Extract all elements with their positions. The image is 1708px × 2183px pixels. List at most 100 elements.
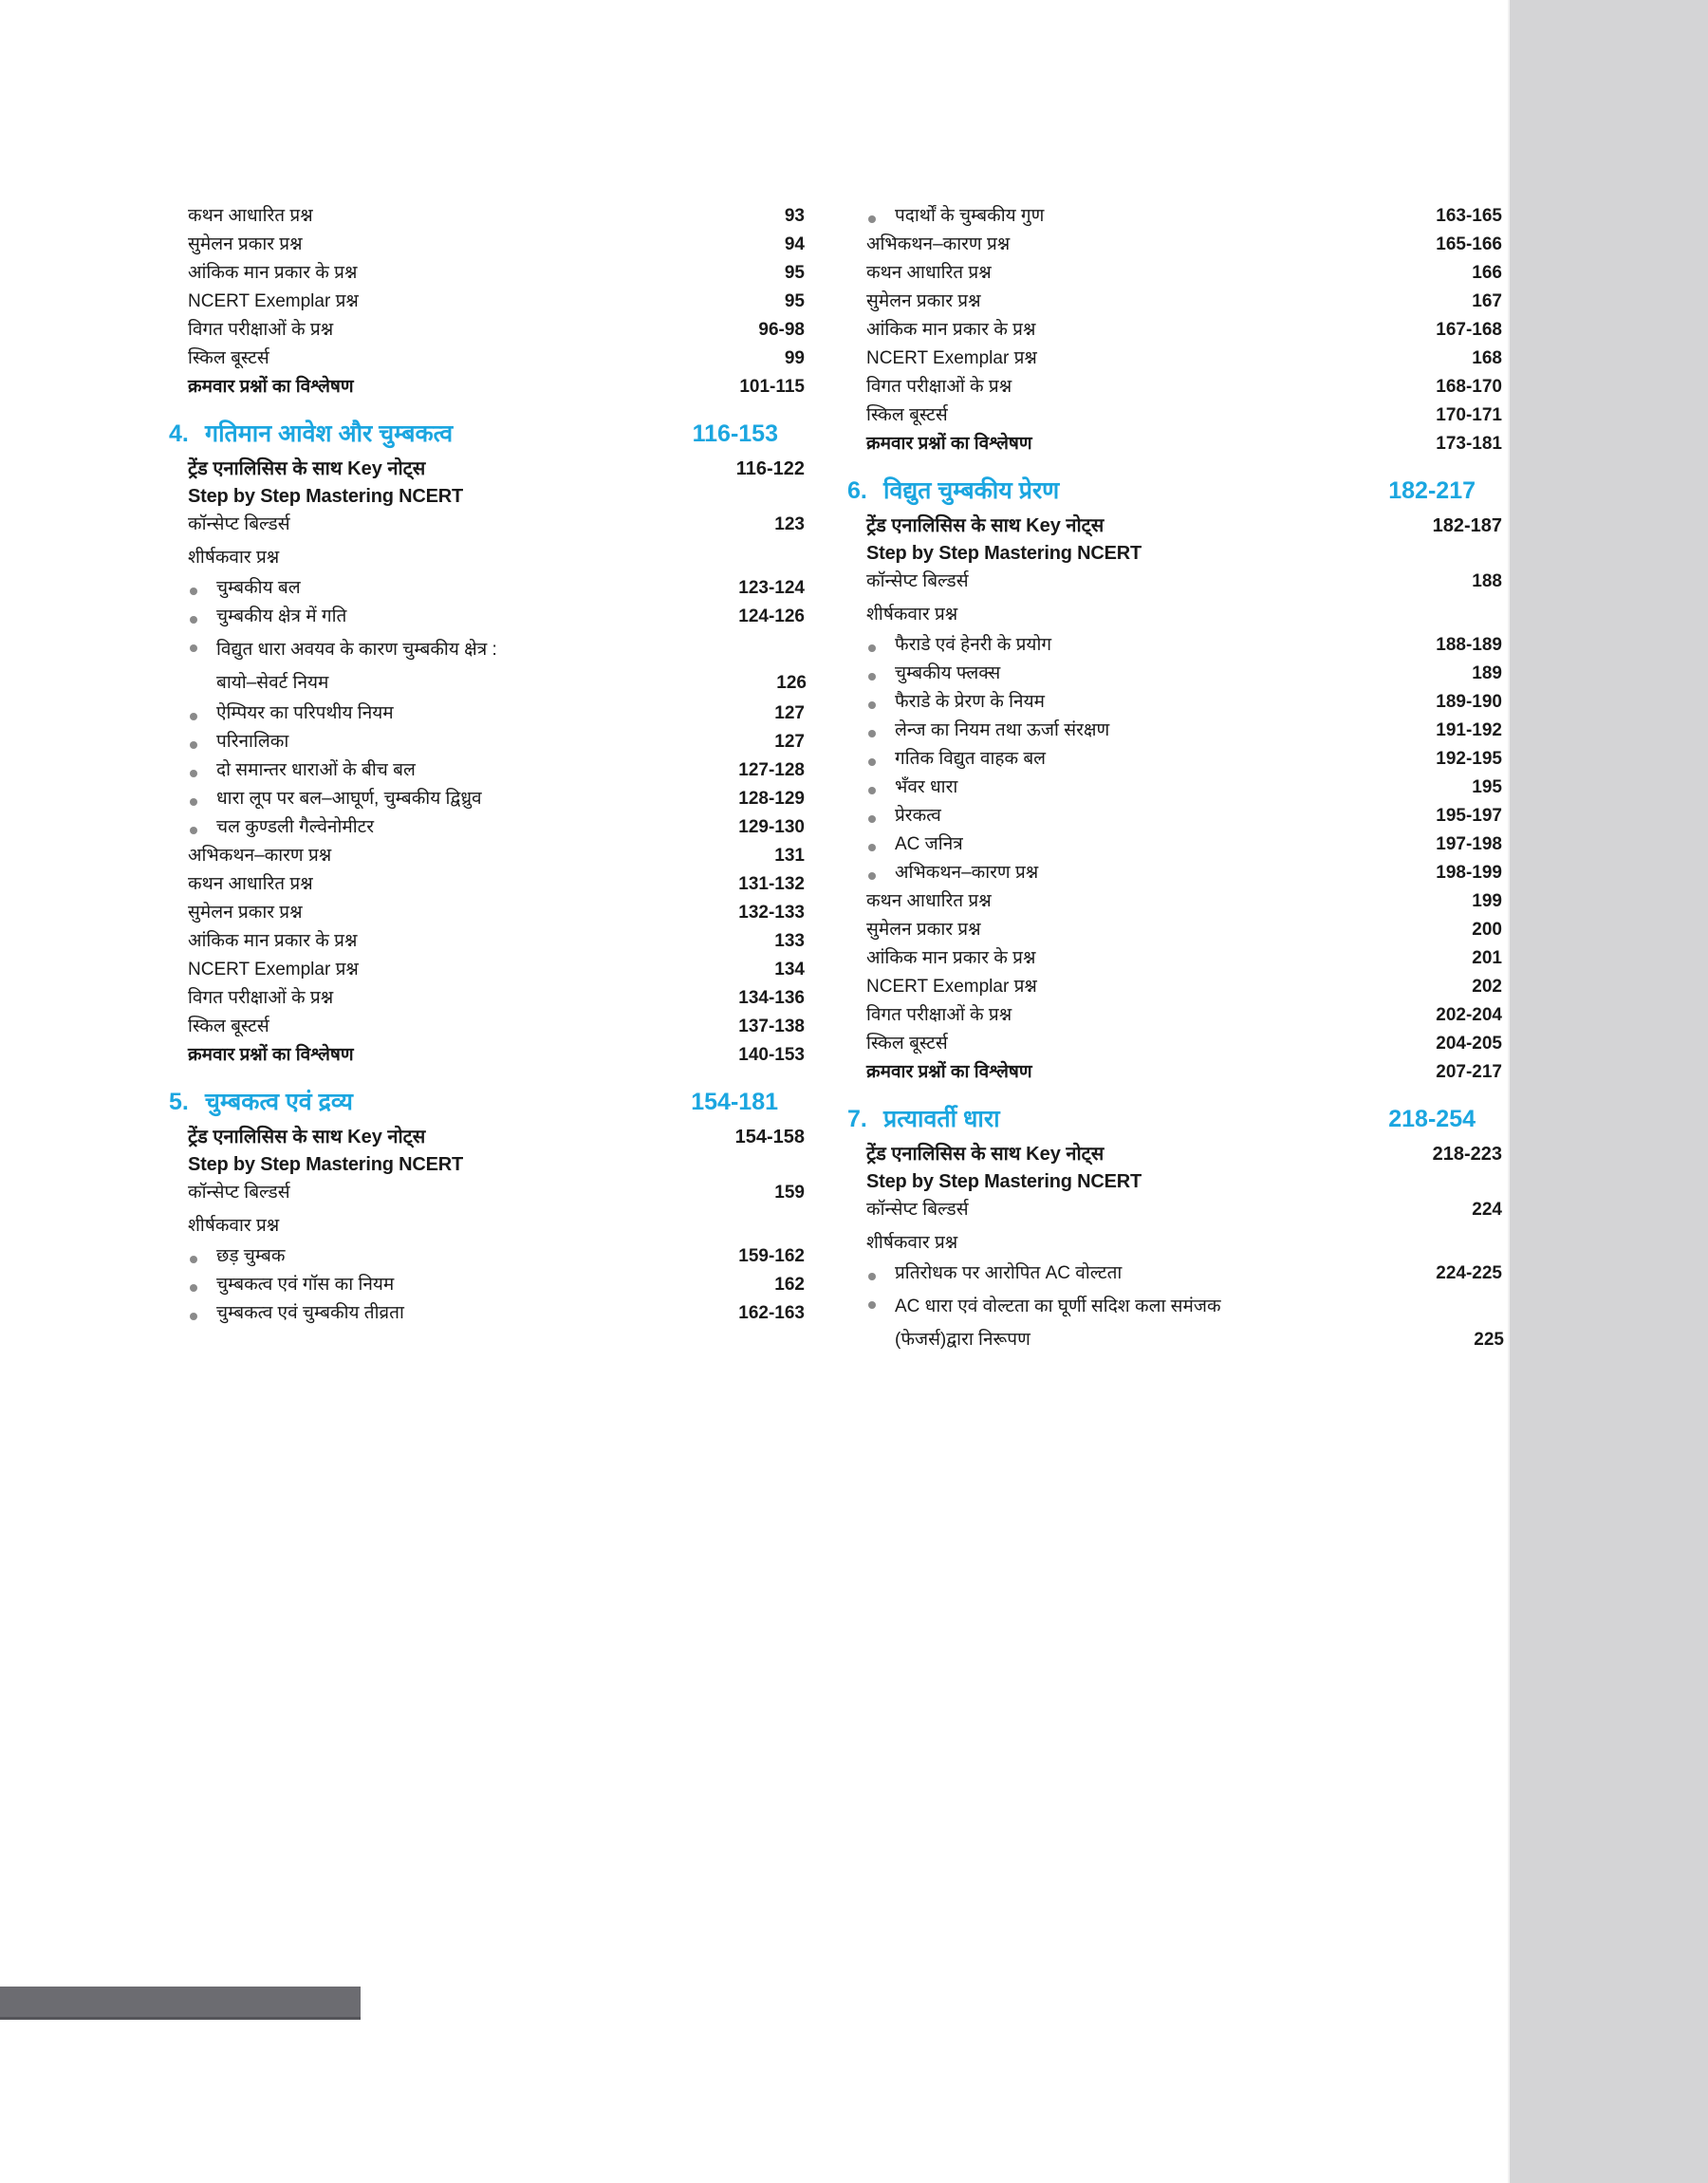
toc-entry-pages: 162-163 <box>738 1303 805 1323</box>
toc-entry[interactable]: क्रमवार प्रश्नों का विश्लेषण 173-181 <box>840 435 1502 453</box>
toc-entry-pages: 189-190 <box>1436 692 1502 712</box>
toc-entry[interactable]: सुमेलन प्रकार प्रश्न 200 <box>840 921 1502 939</box>
chapter-heading[interactable]: 6. विद्युत चुम्बकीय प्रेरण 182-217 <box>840 479 1476 503</box>
toc-entry[interactable]: कथन आधारित प्रश्न 166 <box>840 264 1502 282</box>
toc-section-banner: Step by Step Mastering NCERT <box>188 486 463 507</box>
toc-bullet-entry[interactable]: ऐम्पियर का परिपथीय नियम 127 <box>161 704 805 722</box>
toc-entry-label-line2: बायो–सेवर्ट नियम <box>216 673 329 693</box>
chapter-number: 6. <box>847 477 867 504</box>
toc-entry[interactable]: कॉन्सेप्ट बिल्डर्स 224 <box>840 1201 1502 1219</box>
toc-entry-pages: 95 <box>784 263 805 283</box>
toc-entry-pages: 131-132 <box>738 874 805 894</box>
toc-entry[interactable]: स्किल बूस्टर्स 137-138 <box>161 1017 805 1036</box>
toc-entry-key-notes[interactable]: ट्रेंड एनालिसिस के साथ Key नोट्स 154-158 <box>161 1128 805 1147</box>
toc-entry-key-notes[interactable]: ट्रेंड एनालिसिस के साथ Key नोट्स 182-187 <box>840 516 1502 535</box>
toc-entry-pages: 191-192 <box>1436 720 1502 740</box>
toc-entry[interactable]: स्किल बूस्टर्स 204-205 <box>840 1035 1502 1053</box>
toc-entry-label: भँवर धारा <box>895 777 958 797</box>
toc-bullet-entry[interactable]: परिनालिका 127 <box>161 733 805 751</box>
toc-entry-pages: 94 <box>784 234 805 254</box>
footer-accent-bar <box>0 1987 361 2020</box>
toc-entry[interactable]: कथन आधारित प्रश्न 93 <box>161 207 805 225</box>
toc-entry[interactable]: आंकिक मान प्रकार के प्रश्न 167-168 <box>840 321 1502 339</box>
toc-entry-pages: 218-223 <box>1432 1144 1502 1165</box>
toc-entry[interactable]: आंकिक मान प्रकार के प्रश्न 201 <box>840 949 1502 967</box>
toc-entry[interactable]: NCERT Exemplar प्रश्न 95 <box>161 292 805 310</box>
toc-bullet-entry[interactable]: प्रतिरोधक पर आरोपित AC वोल्टता 224-225 <box>840 1264 1502 1282</box>
toc-entry[interactable]: NCERT Exemplar प्रश्न 134 <box>161 961 805 979</box>
toc-bullet-entry[interactable]: भँवर धारा 195 <box>840 778 1502 796</box>
toc-entry[interactable]: विगत परीक्षाओं के प्रश्न 134-136 <box>161 989 805 1007</box>
toc-entry[interactable]: सुमेलन प्रकार प्रश्न 94 <box>161 235 805 253</box>
toc-entry-pages: 198-199 <box>1436 863 1502 883</box>
toc-entry-label: NCERT Exemplar प्रश्न <box>866 348 1037 368</box>
toc-bullet-entry[interactable]: AC जनित्र 197-198 <box>840 835 1502 853</box>
toc-entry[interactable]: स्किल बूस्टर्स 170-171 <box>840 406 1502 424</box>
chapter-heading[interactable]: 5. चुम्बकत्व एवं द्रव्य 154-181 <box>161 1091 778 1114</box>
toc-bullet-entry[interactable]: चुम्बकत्व एवं गॉस का नियम 162 <box>161 1276 805 1294</box>
toc-entry-pages: 168-170 <box>1436 377 1502 397</box>
toc-bullet-entry[interactable]: चुम्बकीय क्षेत्र में गति 124-126 <box>161 607 805 625</box>
toc-entry[interactable]: आंकिक मान प्रकार के प्रश्न 133 <box>161 932 805 950</box>
toc-bullet-entry[interactable]: छड़ चुम्बक 159-162 <box>161 1247 805 1265</box>
chapter-title: गतिमान आवेश और चुम्बकत्व <box>205 420 454 447</box>
toc-entry[interactable]: क्रमवार प्रश्नों का विश्लेषण 101-115 <box>161 378 805 396</box>
toc-entry-pages: 201 <box>1472 948 1502 968</box>
toc-bullet-entry[interactable]: अभिकथन–कारण प्रश्न 198-199 <box>840 864 1502 882</box>
toc-entry-label: स्किल बूस्टर्स <box>188 1017 269 1036</box>
chapter-page-range: 182-217 <box>1388 477 1476 504</box>
toc-entry[interactable]: NCERT Exemplar प्रश्न 202 <box>840 978 1502 996</box>
toc-bullet-entry[interactable]: चुम्बकीय बल 123-124 <box>161 579 805 597</box>
toc-bullet-entry[interactable]: गतिक विद्युत वाहक बल 192-195 <box>840 750 1502 768</box>
table-of-contents: कथन आधारित प्रश्न 93 सुमेलन प्रकार प्रश्न 9… <box>0 207 1508 1361</box>
toc-entry-label: पदार्थों के चुम्बकीय गुण <box>895 206 1045 226</box>
toc-bullet-entry[interactable]: विद्युत धारा अवयव के कारण चुम्बकीय क्षेत… <box>161 636 807 694</box>
toc-entry[interactable]: अभिकथन–कारण प्रश्न 165-166 <box>840 235 1502 253</box>
toc-entry[interactable]: विगत परीक्षाओं के प्रश्न 96-98 <box>161 321 805 339</box>
toc-entry[interactable]: स्किल बूस्टर्स 99 <box>161 349 805 367</box>
toc-entry-pages: 137-138 <box>738 1017 805 1036</box>
toc-entry-key-notes[interactable]: ट्रेंड एनालिसिस के साथ Key नोट्स 116-122 <box>161 459 805 478</box>
toc-bullet-entry[interactable]: चुम्बकीय फ्लक्स 189 <box>840 664 1502 682</box>
toc-entry[interactable]: सुमेलन प्रकार प्रश्न 132-133 <box>161 904 805 922</box>
toc-entry-label: क्रमवार प्रश्नों का विश्लेषण <box>188 377 354 397</box>
toc-entry[interactable]: कथन आधारित प्रश्न 199 <box>840 892 1502 910</box>
toc-bullet-entry[interactable]: चुम्बकत्व एवं चुम्बकीय तीव्रता 162-163 <box>161 1304 805 1322</box>
toc-entry[interactable]: क्रमवार प्रश्नों का विश्लेषण 140-153 <box>161 1046 805 1064</box>
toc-entry[interactable]: आंकिक मान प्रकार के प्रश्न 95 <box>161 264 805 282</box>
toc-bullet-entry[interactable]: चल कुण्डली गैल्वेनोमीटर 129-130 <box>161 818 805 836</box>
toc-entry-key-notes[interactable]: ट्रेंड एनालिसिस के साथ Key नोट्स 218-223 <box>840 1145 1502 1164</box>
toc-bullet-entry[interactable]: AC धारा एवं वोल्टता का घूर्णी सदिश कला स… <box>840 1293 1504 1351</box>
chapter-heading[interactable]: 4. गतिमान आवेश और चुम्बकत्व 116-153 <box>161 422 778 446</box>
toc-entry-label: कथन आधारित प्रश्न <box>188 874 313 894</box>
toc-bullet-entry[interactable]: फैराडे एवं हेनरी के प्रयोग 188-189 <box>840 636 1502 654</box>
toc-entry[interactable]: विगत परीक्षाओं के प्रश्न 202-204 <box>840 1006 1502 1024</box>
toc-entry[interactable]: कॉन्सेप्ट बिल्डर्स 159 <box>161 1184 805 1202</box>
toc-entry[interactable]: कथन आधारित प्रश्न 131-132 <box>161 875 805 893</box>
toc-bullet-entry[interactable]: दो समान्तर धाराओं के बीच बल 127-128 <box>161 761 805 779</box>
toc-bullet-entry[interactable]: फैराडे के प्रेरण के नियम 189-190 <box>840 693 1502 711</box>
toc-entry[interactable]: कॉन्सेप्ट बिल्डर्स 188 <box>840 572 1502 590</box>
toc-entry-label: NCERT Exemplar प्रश्न <box>866 977 1037 997</box>
toc-entry[interactable]: कॉन्सेप्ट बिल्डर्स 123 <box>161 515 805 533</box>
toc-entry-pages: 168 <box>1472 348 1502 368</box>
toc-entry-pages: 202 <box>1472 977 1502 997</box>
toc-bullet-entry[interactable]: धारा लूप पर बल–आघूर्ण, चुम्बकीय द्विध्रु… <box>161 790 805 808</box>
toc-bullet-entry[interactable]: लेन्ज का नियम तथा ऊर्जा संरक्षण 191-192 <box>840 721 1502 739</box>
toc-subsection-label: शीर्षकवार प्रश्न <box>866 605 958 625</box>
toc-entry[interactable]: क्रमवार प्रश्नों का विश्लेषण 207-217 <box>840 1063 1502 1081</box>
toc-entry-label: छड़ चुम्बक <box>216 1246 286 1266</box>
toc-bullet-entry[interactable]: प्रेरकत्व 195-197 <box>840 807 1502 825</box>
toc-entry[interactable]: सुमेलन प्रकार प्रश्न 167 <box>840 292 1502 310</box>
toc-entry[interactable]: विगत परीक्षाओं के प्रश्न 168-170 <box>840 378 1502 396</box>
bullet-dot-icon <box>190 588 197 595</box>
toc-entry-pages: 127 <box>774 732 805 752</box>
toc-bullet-entry[interactable]: पदार्थों के चुम्बकीय गुण 163-165 <box>840 207 1502 225</box>
toc-entry-label: क्रमवार प्रश्नों का विश्लेषण <box>866 434 1032 454</box>
toc-entry-pages: 99 <box>784 348 805 368</box>
chapter-number: 5. <box>169 1089 189 1115</box>
chapter-heading[interactable]: 7. प्रत्यावर्ती धारा 218-254 <box>840 1108 1476 1131</box>
toc-entry[interactable]: अभिकथन–कारण प्रश्न 131 <box>161 847 805 865</box>
toc-entry[interactable]: NCERT Exemplar प्रश्न 168 <box>840 349 1502 367</box>
toc-entry-pages: 123-124 <box>738 578 805 598</box>
